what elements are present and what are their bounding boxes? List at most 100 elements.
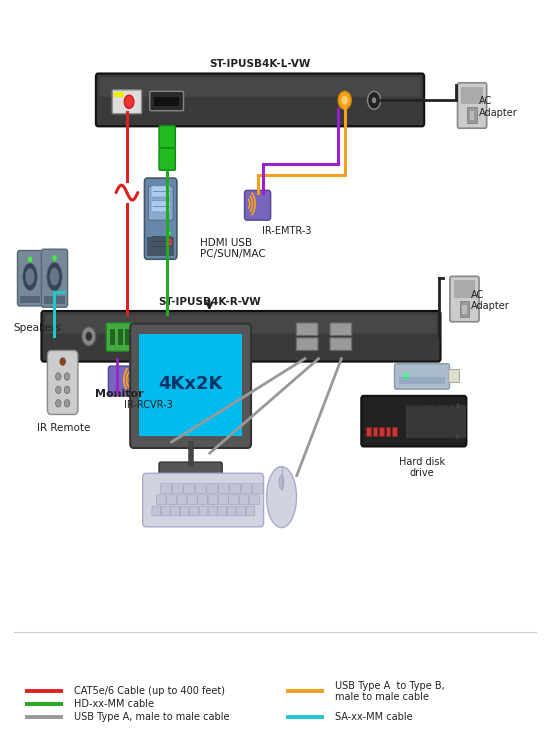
Circle shape [64, 400, 70, 407]
Circle shape [338, 92, 351, 110]
Circle shape [372, 98, 376, 104]
FancyBboxPatch shape [159, 148, 175, 170]
Circle shape [52, 255, 57, 261]
Circle shape [56, 386, 61, 394]
Circle shape [342, 96, 348, 105]
Bar [392, 427, 397, 436]
Circle shape [167, 238, 172, 246]
Bar [110, 328, 115, 345]
Bar [20, 296, 40, 303]
Ellipse shape [25, 268, 35, 286]
FancyBboxPatch shape [161, 506, 170, 516]
FancyBboxPatch shape [106, 323, 135, 351]
FancyBboxPatch shape [159, 462, 222, 478]
FancyBboxPatch shape [361, 396, 466, 446]
FancyBboxPatch shape [241, 484, 252, 494]
Circle shape [56, 400, 61, 407]
Circle shape [455, 404, 460, 410]
FancyBboxPatch shape [218, 506, 227, 516]
Text: Monitor: Monitor [95, 388, 144, 399]
Bar [448, 370, 459, 382]
FancyBboxPatch shape [208, 506, 217, 516]
FancyBboxPatch shape [18, 251, 42, 306]
FancyBboxPatch shape [245, 190, 271, 220]
Bar [154, 97, 179, 106]
Text: Hard disk
drive: Hard disk drive [399, 457, 445, 478]
Bar [461, 86, 483, 104]
Bar [373, 427, 377, 436]
FancyBboxPatch shape [249, 495, 259, 505]
Bar [463, 304, 466, 313]
FancyBboxPatch shape [188, 495, 197, 505]
FancyBboxPatch shape [148, 186, 173, 220]
FancyBboxPatch shape [142, 473, 263, 526]
FancyBboxPatch shape [156, 495, 166, 505]
FancyBboxPatch shape [199, 506, 208, 516]
FancyBboxPatch shape [152, 506, 161, 516]
FancyBboxPatch shape [330, 323, 352, 335]
FancyBboxPatch shape [112, 90, 141, 114]
Circle shape [124, 95, 134, 109]
FancyBboxPatch shape [170, 506, 180, 516]
Circle shape [403, 373, 409, 380]
FancyBboxPatch shape [159, 125, 175, 148]
FancyBboxPatch shape [195, 484, 206, 494]
Bar [139, 334, 243, 436]
FancyBboxPatch shape [100, 77, 420, 97]
FancyBboxPatch shape [458, 82, 487, 128]
Bar [118, 328, 123, 345]
Text: USB Type A  to Type B,
male to male cable: USB Type A to Type B, male to male cable [335, 680, 444, 702]
Text: AC
Adapter: AC Adapter [478, 96, 518, 118]
FancyBboxPatch shape [394, 364, 449, 389]
Circle shape [141, 326, 156, 346]
Bar [386, 427, 390, 436]
Bar [366, 427, 371, 436]
Text: CAT5e/6 Cable (up to 400 feet): CAT5e/6 Cable (up to 400 feet) [74, 686, 224, 697]
Ellipse shape [47, 262, 62, 291]
Bar [43, 296, 65, 304]
Text: AC
Adapter: AC Adapter [471, 290, 510, 311]
Bar [454, 280, 475, 298]
FancyBboxPatch shape [41, 311, 441, 362]
FancyBboxPatch shape [184, 484, 195, 494]
Text: USB Type A, male to male cable: USB Type A, male to male cable [74, 712, 229, 722]
Bar [470, 111, 474, 120]
Bar [147, 237, 174, 256]
FancyBboxPatch shape [208, 495, 218, 505]
Circle shape [455, 433, 460, 439]
Circle shape [168, 231, 171, 236]
FancyBboxPatch shape [252, 484, 263, 494]
FancyBboxPatch shape [296, 338, 318, 350]
FancyBboxPatch shape [330, 338, 352, 350]
FancyBboxPatch shape [145, 178, 177, 260]
Circle shape [86, 332, 92, 340]
Text: HD-xx-MM cable: HD-xx-MM cable [74, 699, 153, 709]
Ellipse shape [23, 263, 37, 290]
Text: SA-xx-MM cable: SA-xx-MM cable [335, 712, 412, 722]
Ellipse shape [50, 268, 59, 286]
Bar [379, 427, 383, 436]
FancyBboxPatch shape [246, 506, 255, 516]
FancyBboxPatch shape [108, 366, 135, 396]
Circle shape [367, 92, 381, 110]
FancyBboxPatch shape [96, 74, 424, 126]
Bar [114, 92, 124, 98]
Text: Flash Drive: Flash Drive [403, 399, 458, 409]
FancyBboxPatch shape [236, 506, 245, 516]
FancyBboxPatch shape [45, 315, 437, 333]
FancyBboxPatch shape [229, 495, 239, 505]
FancyBboxPatch shape [239, 495, 249, 505]
FancyBboxPatch shape [218, 495, 228, 505]
FancyBboxPatch shape [151, 186, 170, 197]
FancyBboxPatch shape [47, 350, 78, 415]
Circle shape [82, 326, 96, 346]
Text: Speakers: Speakers [14, 323, 62, 333]
Circle shape [158, 326, 172, 346]
Bar [399, 377, 445, 384]
Bar [467, 107, 477, 123]
Text: ST-IPUSB4K-R-VW: ST-IPUSB4K-R-VW [158, 296, 261, 307]
Text: 4Kx2K: 4Kx2K [158, 374, 223, 392]
FancyBboxPatch shape [230, 484, 240, 494]
Circle shape [60, 358, 65, 365]
Text: HDMI USB
PC/SUN/MAC: HDMI USB PC/SUN/MAC [200, 238, 266, 260]
